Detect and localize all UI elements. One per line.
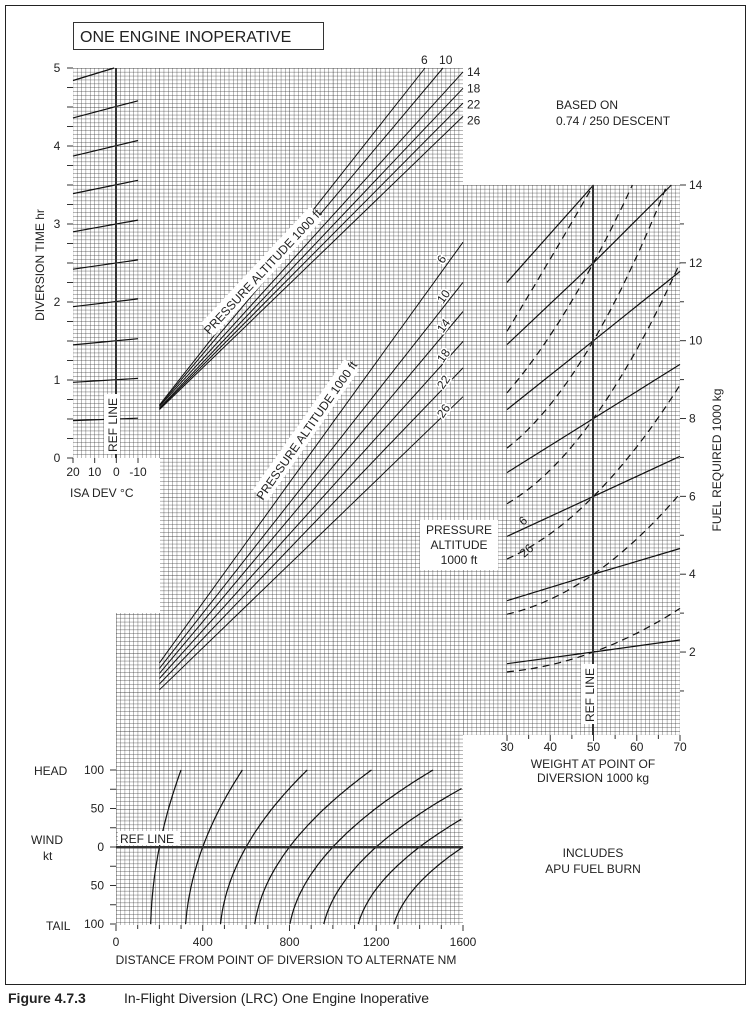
time-tick-label: 4 bbox=[54, 139, 61, 153]
isa-tick-label: 0 bbox=[113, 465, 120, 479]
isa-dev-axis-label: ISA DEV °C bbox=[70, 486, 134, 500]
weight-correction-dashed-line bbox=[506, 384, 681, 560]
time-line-label: 26 bbox=[467, 113, 481, 127]
distance-tick-label: 0 bbox=[113, 935, 120, 949]
isa-tick-label: 10 bbox=[88, 465, 102, 479]
svg-text:REF LINE: REF LINE bbox=[583, 668, 597, 722]
time-tick-label: 0 bbox=[54, 451, 61, 465]
fuel-line-alt-18 bbox=[159, 341, 464, 679]
title-box: ONE ENGINE INOPERATIVE bbox=[73, 22, 324, 50]
svg-text:PRESSURE: PRESSURE bbox=[426, 523, 492, 537]
fuel-tick-label: 8 bbox=[689, 412, 696, 426]
wind-correction-curve bbox=[393, 846, 464, 925]
isa-correction-line bbox=[72, 377, 139, 383]
diversion-time-axis-label: DIVERSION TIME hr bbox=[33, 209, 47, 321]
fuel-line-alt-14 bbox=[159, 311, 464, 674]
note-includes-1: INCLUDES bbox=[563, 846, 624, 860]
fuel-tick-label: 6 bbox=[689, 489, 696, 503]
weight-ref-line-label: REF LINE bbox=[581, 664, 597, 724]
isa-correction-line bbox=[72, 100, 139, 119]
weight-tick-label: 60 bbox=[630, 740, 644, 754]
distance-tick-label: 800 bbox=[279, 935, 299, 949]
wind-tick-label: 100 bbox=[84, 763, 104, 777]
isa-correction-line bbox=[72, 67, 115, 82]
weight-axis-label-1: WEIGHT AT POINT OF bbox=[531, 757, 655, 771]
wind-axis-label: WIND bbox=[31, 833, 63, 847]
grid-major-lines bbox=[73, 68, 680, 925]
time-ref-line-label: REF LINE bbox=[104, 394, 120, 454]
fuel-tick-label: 2 bbox=[689, 645, 696, 659]
time-tick-label: 3 bbox=[54, 217, 61, 231]
time-tick-label: 5 bbox=[54, 61, 61, 75]
weight-tick-label: 70 bbox=[673, 740, 687, 754]
isa-correction-line bbox=[72, 219, 139, 233]
note-based-on-1: BASED ON bbox=[556, 98, 618, 112]
svg-text:REF LINE: REF LINE bbox=[106, 398, 120, 452]
weight-tick-label: 50 bbox=[587, 740, 601, 754]
weight-panel-legend: PRESSURE ALTITUDE 1000 ft bbox=[420, 520, 498, 570]
fuel-line-alt-26 bbox=[159, 396, 464, 691]
wind-tick-label: 0 bbox=[97, 840, 104, 854]
wind-ref-line-label: REF LINE bbox=[118, 831, 180, 846]
weight-correction-dashed-line bbox=[506, 184, 668, 449]
svg-text:1000 ft: 1000 ft bbox=[441, 553, 478, 567]
time-line-label: 18 bbox=[467, 81, 481, 95]
svg-text:ALTITUDE: ALTITUDE bbox=[430, 538, 487, 552]
note-includes-2: APU FUEL BURN bbox=[545, 862, 641, 876]
weight-correction-solid-line bbox=[506, 184, 594, 283]
distance-tick-label: 400 bbox=[193, 935, 213, 949]
weight-correction-dashed-line bbox=[506, 184, 595, 332]
isa-correction-line bbox=[72, 338, 139, 346]
time-tick-label: 2 bbox=[54, 295, 61, 309]
time-tick-label: 1 bbox=[54, 373, 61, 387]
isa-correction-line bbox=[72, 259, 139, 270]
weight-correction-dashed-line bbox=[506, 184, 633, 394]
wind-unit-label: kt bbox=[43, 849, 53, 863]
wind-tick-label: 100 bbox=[84, 917, 104, 931]
fuel-tick-label: 4 bbox=[689, 567, 696, 581]
distance-tick-label: 1200 bbox=[363, 935, 390, 949]
chart-title: ONE ENGINE INOPERATIVE bbox=[80, 29, 291, 46]
weight-correction-dashed-line bbox=[506, 493, 681, 615]
isa-tick-label: -10 bbox=[129, 465, 147, 479]
isa-correction-line bbox=[72, 139, 139, 157]
figure-caption: In-Flight Diversion (LRC) One Engine Ino… bbox=[124, 990, 429, 1006]
fuel-line-alt-6 bbox=[158, 241, 464, 664]
time-line-label: 6 bbox=[421, 53, 428, 67]
grid-area bbox=[73, 68, 680, 925]
time-line-label: 10 bbox=[439, 53, 453, 67]
weight-tick-label: 30 bbox=[500, 740, 514, 754]
distance-tick-label: 1600 bbox=[450, 935, 477, 949]
time-line-alt-18 bbox=[159, 87, 464, 409]
time-line-alt-26 bbox=[159, 116, 464, 410]
time-line-alt-14 bbox=[159, 71, 464, 407]
wind-head-label: HEAD bbox=[34, 764, 68, 778]
wind-correction-curve bbox=[323, 787, 462, 925]
wind-correction-curve bbox=[357, 818, 462, 925]
time-line-label: 22 bbox=[467, 97, 481, 111]
note-based-on-2: 0.74 / 250 DESCENT bbox=[556, 114, 671, 128]
isa-tick-label: 20 bbox=[66, 465, 80, 479]
time-line-label: 14 bbox=[467, 65, 481, 79]
wind-tick-label: 50 bbox=[91, 879, 105, 893]
isa-correction-line bbox=[72, 298, 139, 308]
wind-tick-label: 50 bbox=[91, 802, 105, 816]
wind-tail-label: TAIL bbox=[46, 919, 71, 933]
time-line-alt-22 bbox=[159, 102, 464, 410]
fuel-tick-label: 12 bbox=[689, 256, 703, 270]
fuel-required-axis-label: FUEL REQUIRED 1000 kg bbox=[710, 389, 724, 532]
fuel-line-alt-22 bbox=[159, 367, 464, 685]
svg-text:REF LINE: REF LINE bbox=[120, 832, 174, 846]
fuel-line-alt-10 bbox=[159, 281, 464, 669]
fuel-tick-label: 10 bbox=[689, 334, 703, 348]
distance-axis-label: DISTANCE FROM POINT OF DIVERSION TO ALTE… bbox=[116, 953, 457, 967]
weight-axis-label-2: DIVERSION 1000 kg bbox=[537, 771, 649, 785]
weight-tick-label: 40 bbox=[544, 740, 558, 754]
figure-number: Figure 4.7.3 bbox=[8, 990, 86, 1006]
fuel-tick-label: 14 bbox=[689, 178, 703, 192]
isa-correction-line bbox=[72, 179, 139, 195]
